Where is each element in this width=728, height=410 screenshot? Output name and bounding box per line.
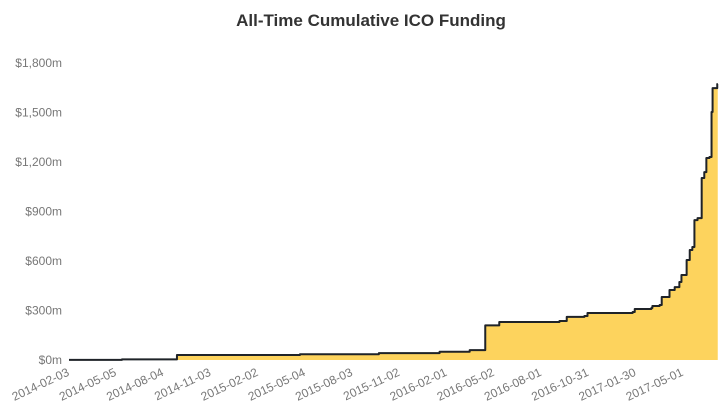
y-axis: $0m $300m $600m $900m $1,200m $1,500m $1,800m (15, 56, 62, 367)
y-tick-label: $0m (39, 353, 62, 367)
funding-area (69, 83, 718, 360)
chart-title: All-Time Cumulative ICO Funding (236, 11, 506, 30)
y-tick-label: $600m (25, 254, 62, 268)
funding-line (69, 82, 719, 361)
plot-area (69, 82, 719, 361)
y-tick-label: $1,200m (15, 155, 62, 169)
y-tick-label: $900m (25, 205, 62, 219)
y-tick-label: $1,800m (15, 56, 62, 70)
y-tick-label: $300m (25, 304, 62, 318)
x-axis: 2014-02-032014-05-052014-08-042014-11-03… (10, 365, 686, 404)
y-tick-label: $1,500m (15, 106, 62, 120)
